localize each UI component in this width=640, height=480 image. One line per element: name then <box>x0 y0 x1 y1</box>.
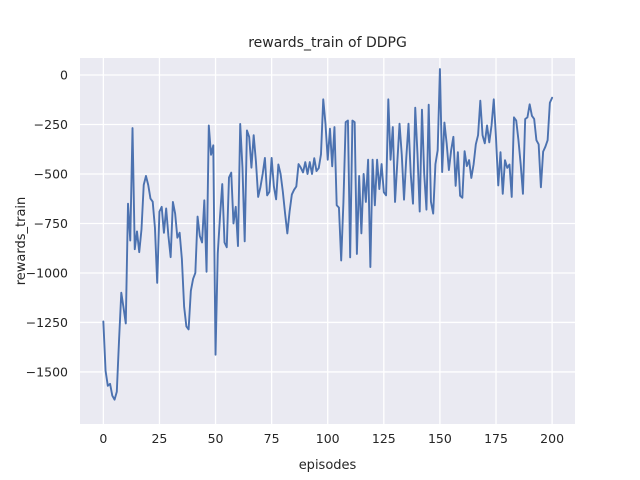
x-tick-label: 50 <box>208 431 224 446</box>
x-tick-label: 200 <box>540 431 564 446</box>
x-tick-label: 125 <box>372 431 396 446</box>
x-tick-label: 75 <box>264 431 280 446</box>
y-tick-labels: 0 −250 −500 −750 −1000 −1250 −1500 <box>26 68 68 380</box>
x-tick-label: 175 <box>484 431 508 446</box>
y-tick-label: −1000 <box>26 265 68 280</box>
x-tick-label: 150 <box>428 431 452 446</box>
y-tick-label: −750 <box>34 216 68 231</box>
y-tick-label: −1500 <box>26 364 68 379</box>
y-axis-label: rewards_train <box>14 197 29 286</box>
reward-line <box>102 68 554 401</box>
x-tick-labels: 0 25 50 75 100 125 150 175 200 <box>99 431 564 446</box>
x-tick-label: 25 <box>151 431 167 446</box>
chart-title: rewards_train of DDPG <box>248 35 407 51</box>
y-tick-label: 0 <box>60 68 68 83</box>
y-tick-label: −250 <box>34 117 68 132</box>
x-axis-label: episodes <box>299 458 357 473</box>
x-tick-label: 0 <box>99 431 107 446</box>
y-tick-label: −500 <box>34 166 68 181</box>
y-tick-label: −1250 <box>26 315 68 330</box>
x-tick-label: 100 <box>316 431 340 446</box>
